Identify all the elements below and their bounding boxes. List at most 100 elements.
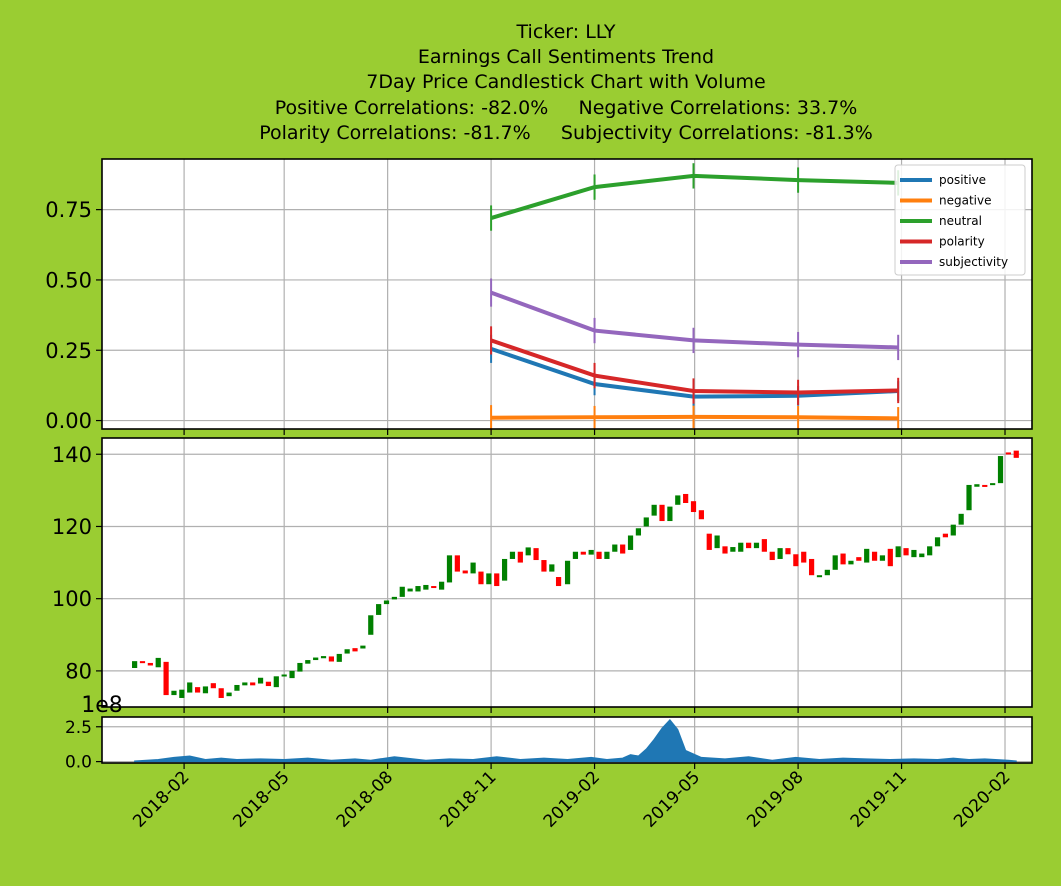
candle-up <box>399 586 405 597</box>
candle-up <box>525 547 531 556</box>
candle-up <box>651 504 657 516</box>
candle-up <box>911 549 917 558</box>
volume-background <box>102 717 1032 763</box>
title-line-pol-subj-correlations: Polarity Correlations: -81.7% Subjectivi… <box>259 122 873 144</box>
candle-up <box>171 690 177 696</box>
series-line-negative <box>491 414 899 421</box>
x-tick-label: 2019-02 <box>540 767 604 831</box>
candle-down <box>1005 452 1011 455</box>
candle-down <box>887 548 893 567</box>
volume-area <box>134 719 1017 763</box>
candle-down <box>683 493 689 503</box>
candle-up <box>627 535 634 550</box>
price-border <box>101 437 1033 708</box>
volume-ytick-label: 0.0 <box>65 753 92 773</box>
candle-up <box>226 692 232 697</box>
candle-down <box>596 551 602 559</box>
candle-up <box>824 569 830 576</box>
legend-label-negative: negative <box>939 194 991 208</box>
x-tick-label: 2018-02 <box>129 767 193 831</box>
x-tick-label: 2019-05 <box>640 767 704 831</box>
candle-down <box>808 558 815 576</box>
candle-up <box>816 575 823 578</box>
candle-down <box>265 681 272 687</box>
candle-down <box>698 510 704 520</box>
volume-ytick-label: 2.5 <box>65 718 92 738</box>
candle-down <box>982 484 988 487</box>
candle-down <box>517 551 523 563</box>
candle-up <box>234 684 240 691</box>
candle-down <box>147 662 153 666</box>
candle-down <box>454 555 460 572</box>
candle-down <box>706 533 712 550</box>
x-tick-label: 2018-05 <box>229 767 293 831</box>
x-tick-label: 2019-11 <box>847 767 911 831</box>
candle-up <box>273 676 279 688</box>
candle-up <box>257 677 264 684</box>
candle-up <box>966 484 972 511</box>
candle-down <box>801 551 807 563</box>
price-ytick-label: 80 <box>65 659 92 683</box>
candle-up <box>281 674 287 677</box>
candle-up <box>777 548 783 559</box>
candle-up <box>344 649 350 654</box>
candle-up <box>202 686 209 694</box>
candle-up <box>155 657 161 668</box>
sentiment-border <box>101 158 1033 430</box>
candle-up <box>643 517 649 527</box>
price-ytick-label: 140 <box>52 443 92 467</box>
candle-up <box>588 549 594 555</box>
title-line-sentiment: Earnings Call Sentiments Trend <box>418 46 714 68</box>
legend-box <box>894 164 1026 276</box>
candle-down <box>903 548 909 556</box>
candle-down <box>761 539 767 552</box>
candle-up <box>927 546 933 556</box>
candle-up <box>187 682 193 693</box>
title-line-candlestick: 7Day Price Candlestick Chart with Volume <box>366 71 765 93</box>
candle-down <box>856 557 862 561</box>
candle-down <box>840 553 846 565</box>
candle-down <box>769 551 775 561</box>
sentiment-ytick-label: 0.00 <box>45 409 92 433</box>
candle-up <box>415 586 421 592</box>
candle-down <box>194 687 201 693</box>
candle-up <box>738 542 744 552</box>
candle-up <box>958 513 964 525</box>
candle-down <box>793 554 799 567</box>
candle-down <box>746 542 752 549</box>
candle-down <box>218 688 224 698</box>
candle-up <box>612 544 618 552</box>
candle-up <box>974 484 980 487</box>
candle-up <box>997 456 1004 484</box>
candle-down <box>163 661 169 696</box>
legend-label-subjectivity: subjectivity <box>939 255 1008 269</box>
candle-up <box>635 528 642 536</box>
candle-down <box>431 586 437 589</box>
candle-down <box>139 661 146 664</box>
candle-down <box>478 571 484 585</box>
candle-up <box>360 645 366 649</box>
candle-down <box>580 551 586 555</box>
price-ytick-label: 120 <box>52 515 92 539</box>
candle-down <box>462 570 468 574</box>
candle-down <box>555 577 562 587</box>
price-candlestick-panel: 80 100 120 140 <box>52 437 1033 713</box>
candle-up <box>242 682 248 686</box>
legend-label-polarity: polarity <box>939 235 985 249</box>
candle-down <box>352 648 358 652</box>
candle-up <box>383 600 390 605</box>
candle-up <box>667 506 673 522</box>
candle-up <box>730 547 736 552</box>
candle-up <box>572 551 579 559</box>
x-axis-date-labels: 2018-02 2018-05 2018-08 2018-11 2019-02 2019-… <box>129 767 1014 831</box>
sentiment-ytick-label: 0.50 <box>45 268 92 292</box>
sentiment-ytick-label: 0.25 <box>45 339 92 363</box>
candle-up <box>376 604 382 615</box>
candle-down <box>533 548 539 561</box>
candle-up <box>675 495 681 505</box>
candle-down <box>541 560 547 572</box>
sentiment-panel: 0.00 0.25 0.50 0.75 positive negative neutral p… <box>45 158 1033 435</box>
legend-label-neutral: neutral <box>939 214 982 228</box>
price-ytick-label: 100 <box>52 587 92 611</box>
